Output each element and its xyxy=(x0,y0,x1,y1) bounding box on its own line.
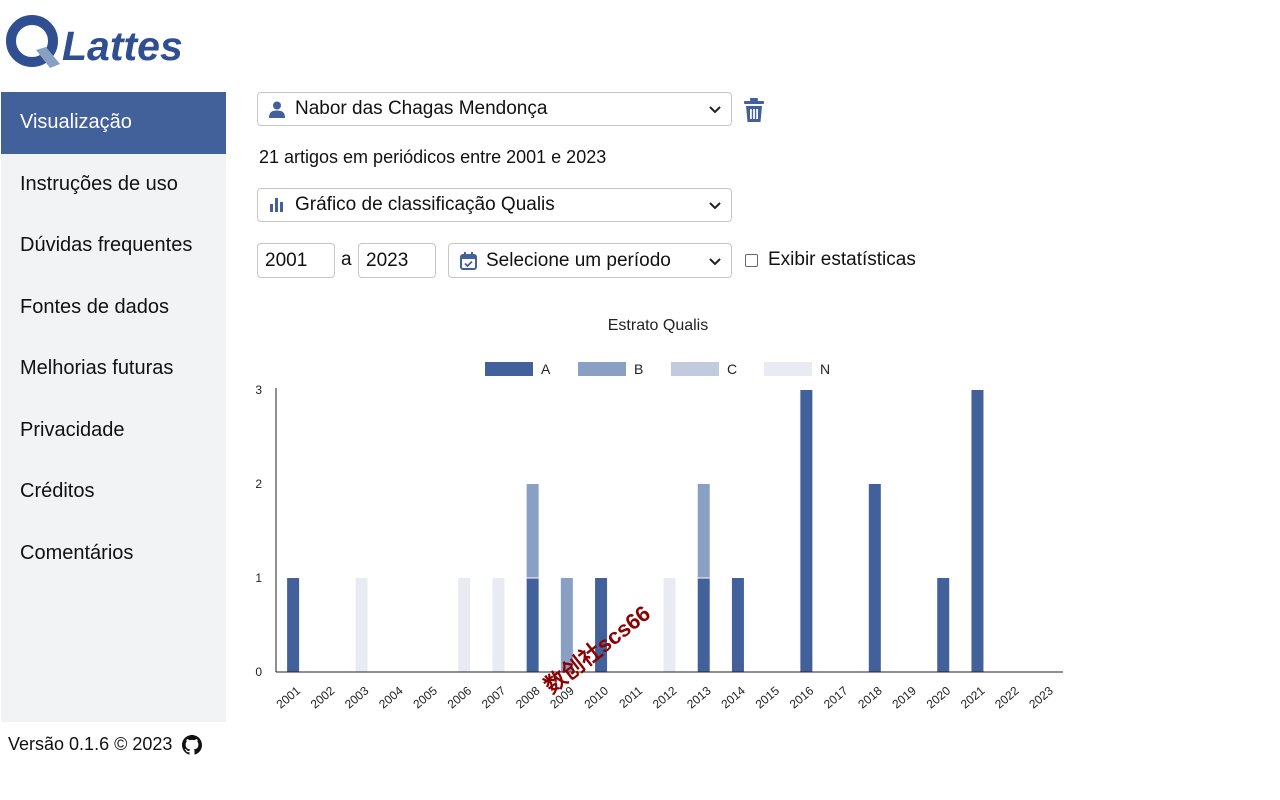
year-range-separator: a xyxy=(341,249,352,270)
sidebar-item-creditos[interactable]: Créditos xyxy=(20,480,95,502)
chevron-down-icon xyxy=(709,202,721,210)
bar-2018-A[interactable] xyxy=(868,484,881,672)
footer: Versão 0.1.6 © 2023 xyxy=(8,734,203,755)
sidebar-item-duvidas[interactable]: Dúvidas frequentes xyxy=(20,234,193,256)
bar-2007-N[interactable] xyxy=(492,578,505,672)
github-icon[interactable] xyxy=(182,734,203,755)
x-tick-label: 2003 xyxy=(342,683,372,711)
legend-swatch-C[interactable] xyxy=(671,362,719,376)
x-tick-label: 2013 xyxy=(684,683,714,711)
x-tick-label: 2021 xyxy=(958,683,988,711)
sidebar-item-instrucoes[interactable]: Instruções de uso xyxy=(20,172,178,195)
x-tick-label: 2008 xyxy=(513,683,543,711)
chevron-down-icon xyxy=(709,106,721,114)
legend-swatch-A[interactable] xyxy=(485,362,533,376)
y-axis: 0 1 2 3 xyxy=(255,383,262,679)
sidebar-item-visualizacao[interactable]: Visualização xyxy=(1,92,226,154)
x-tick-label: 2005 xyxy=(410,683,440,711)
bar-2020-A[interactable] xyxy=(937,578,950,672)
legend-label-A[interactable]: A xyxy=(541,361,551,377)
x-tick-label: 2002 xyxy=(308,683,338,711)
sidebar-item-privacidade[interactable]: Privacidade xyxy=(20,418,125,441)
sidebar-item-comentarios[interactable]: Comentários xyxy=(20,541,134,564)
bar-2013-A[interactable] xyxy=(697,578,710,672)
year-to-input[interactable] xyxy=(358,243,436,278)
x-tick-label: 2006 xyxy=(445,683,475,711)
bar-2003-N[interactable] xyxy=(355,578,368,672)
period-select[interactable]: Selecione um período xyxy=(448,243,732,278)
q-logo-icon xyxy=(6,15,60,68)
bar-chart-icon xyxy=(268,196,286,214)
x-tick-label: 2018 xyxy=(855,683,885,711)
bar-2006-N[interactable] xyxy=(458,578,471,672)
show-statistics-checkbox[interactable] xyxy=(745,253,758,267)
y-tick-label: 3 xyxy=(255,383,262,397)
x-tick-label: 2017 xyxy=(821,683,851,711)
x-tick-label: 2019 xyxy=(889,683,919,711)
x-tick-label: 2014 xyxy=(718,683,748,711)
bar-2009-B[interactable] xyxy=(560,578,573,672)
researcher-select-value: Nabor das Chagas Mendonça xyxy=(295,98,548,119)
y-tick-label: 0 xyxy=(255,665,262,679)
calendar-check-icon xyxy=(459,251,477,270)
y-tick-label: 2 xyxy=(255,477,262,491)
chart-bars xyxy=(287,390,984,672)
x-tick-label: 2023 xyxy=(1026,683,1056,711)
x-tick-label: 2022 xyxy=(992,683,1022,711)
x-tick-label: 2004 xyxy=(376,683,406,711)
bar-2013-B[interactable] xyxy=(697,484,710,578)
x-tick-label: 2001 xyxy=(274,683,304,711)
sidebar-item-fontes[interactable]: Fontes de dados xyxy=(20,295,169,318)
researcher-select[interactable]: Nabor das Chagas Mendonça xyxy=(257,92,732,126)
legend-swatch-N[interactable] xyxy=(764,362,812,376)
y-tick-label: 1 xyxy=(255,571,262,585)
x-tick-label: 2016 xyxy=(787,683,817,711)
legend-label-B[interactable]: B xyxy=(634,361,643,377)
x-tick-label: 2007 xyxy=(479,683,509,711)
trash-icon[interactable] xyxy=(744,98,764,122)
x-tick-label: 2012 xyxy=(650,683,680,711)
x-axis: 2001 2002 2003 2004 2005 2006 2007 2008 2009 2010… xyxy=(274,683,1056,711)
bar-2012-N[interactable] xyxy=(663,578,676,672)
show-statistics-toggle[interactable]: Exibir estatísticas xyxy=(745,249,916,271)
bar-2014-A[interactable] xyxy=(731,578,744,672)
period-select-value: Selecione um período xyxy=(486,249,671,271)
bar-2008-A[interactable] xyxy=(526,578,539,672)
x-tick-label: 2011 xyxy=(616,683,645,711)
articles-summary: 21 artigos em periódicos entre 2001 e 20… xyxy=(259,147,607,167)
bar-2010-A[interactable] xyxy=(595,578,608,672)
chevron-down-icon xyxy=(709,257,721,265)
user-icon xyxy=(268,100,286,118)
year-from-input[interactable] xyxy=(257,243,335,278)
bar-2001-A[interactable] xyxy=(287,578,300,672)
logo-text: Lattes xyxy=(62,23,183,69)
chart-title: Estrato Qualis xyxy=(608,317,708,334)
x-tick-label: 2015 xyxy=(753,683,783,711)
legend-label-C[interactable]: C xyxy=(727,361,737,377)
x-tick-label: 2010 xyxy=(582,683,612,711)
chart-type-select[interactable]: Gráfico de classificação Qualis xyxy=(257,188,732,222)
bar-2016-A[interactable] xyxy=(800,390,813,672)
qlattes-logo: Lattes xyxy=(6,14,226,72)
show-statistics-label: Exibir estatísticas xyxy=(768,249,916,270)
sidebar-item-melhorias[interactable]: Melhorias futuras xyxy=(20,357,174,379)
x-tick-label: 2020 xyxy=(924,683,954,711)
version-text: Versão 0.1.6 © 2023 xyxy=(8,734,173,754)
sidebar: Visualização Instruções de uso Dúvidas f… xyxy=(1,92,226,722)
legend-label-N[interactable]: N xyxy=(820,361,830,377)
legend-swatch-B[interactable] xyxy=(578,362,626,376)
chart-type-value: Gráfico de classificação Qualis xyxy=(295,194,555,215)
bar-2008-B[interactable] xyxy=(526,484,539,578)
bar-2021-A[interactable] xyxy=(971,390,984,672)
